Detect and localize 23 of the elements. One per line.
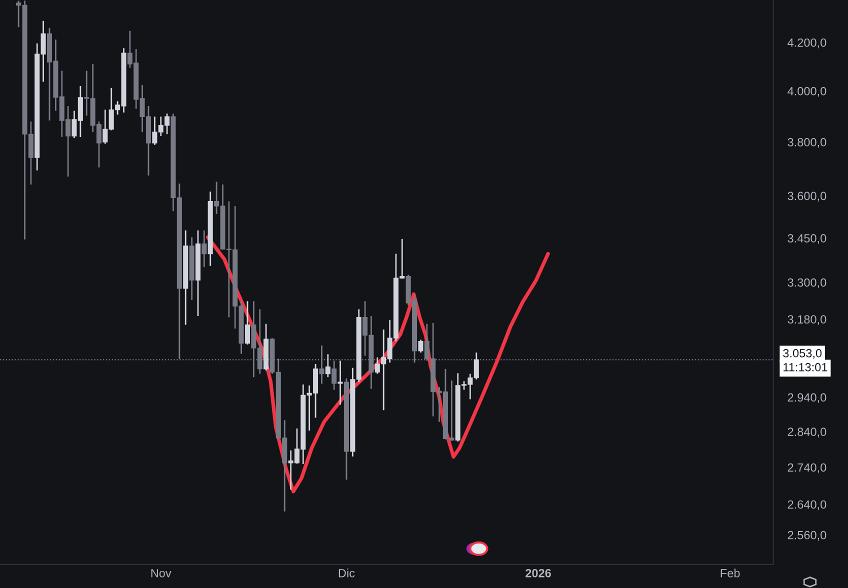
y-tick-label: 3.450,0 (788, 234, 826, 244)
text: 11:13:01 (784, 363, 828, 372)
y-tick-label: 3.600,0 (788, 192, 826, 202)
y-tick-label: 2.560,0 (788, 530, 826, 541)
y-tick-label: 4.000,0 (788, 86, 826, 97)
candlestick (338, 360, 343, 406)
x-tick-label: Nov (151, 569, 172, 578)
y-tick-label: 3.300,0 (788, 278, 826, 288)
candlestick (418, 339, 424, 354)
y-tick-label: 2.640,0 (788, 500, 826, 510)
x-tick-label: Dic (338, 568, 355, 578)
ref-line-label: 3.053,0 (783, 349, 822, 359)
y-tick-label: 2.940,0 (788, 393, 826, 404)
y-tick-label: 4.200,0 (788, 38, 826, 48)
y-tick-label: 2.740,0 (788, 463, 826, 474)
y-tick-label: 2.840,0 (788, 428, 826, 438)
candlestick (244, 300, 250, 346)
candlestick (202, 230, 207, 268)
x-tick-label: 2026 (526, 568, 551, 578)
y-tick-label: 3.800,0 (788, 138, 826, 148)
candlestick (325, 353, 330, 378)
y-tick-label: 3.180,0 (788, 315, 826, 325)
x-tick-label: Feb (720, 568, 740, 578)
